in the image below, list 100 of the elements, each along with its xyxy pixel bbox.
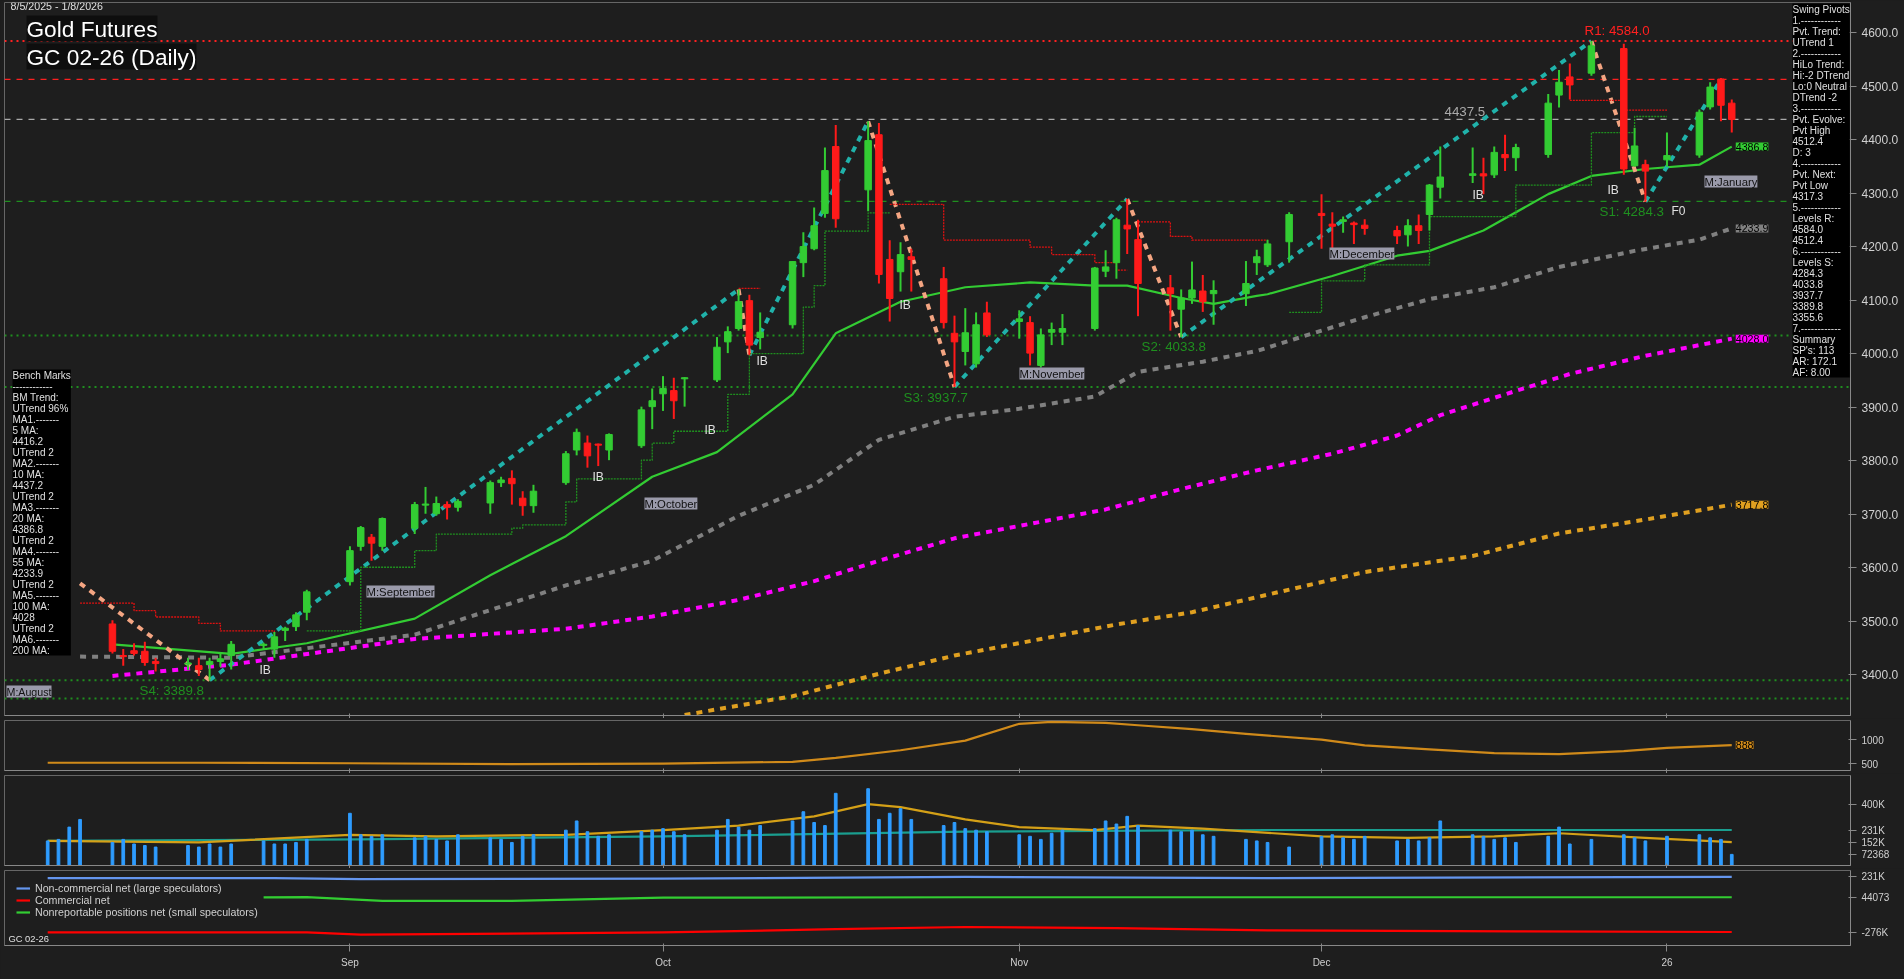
- candlestick: [799, 231, 808, 279]
- candlestick: [1512, 142, 1520, 173]
- bar: [574, 820, 579, 866]
- ref-line-label: 4437.5: [1444, 104, 1486, 120]
- y-tick-label: 3400.0: [1861, 668, 1899, 683]
- annotation: M:August: [6, 685, 52, 698]
- bar: [121, 838, 126, 866]
- annotation: 8/5/2025 - 1/8/2026: [10, 0, 103, 12]
- bar: [1589, 838, 1594, 866]
- bar: [1406, 838, 1410, 866]
- bar: [952, 822, 957, 866]
- ref-line-label: S3: 3937.7: [903, 390, 968, 405]
- candlestick: [1501, 133, 1509, 173]
- y-tick-label: 4600.0: [1861, 25, 1899, 40]
- bar: [510, 841, 514, 866]
- bar: [348, 812, 352, 866]
- candlestick: [810, 206, 818, 252]
- candlestick: [1393, 224, 1401, 245]
- candlestick: [1350, 220, 1358, 245]
- candlestick: [1404, 218, 1412, 248]
- candlestick: [1317, 193, 1326, 250]
- bar: [564, 829, 568, 866]
- bar: [1211, 835, 1216, 866]
- candlestick: [583, 434, 592, 469]
- bar: [186, 845, 190, 866]
- candlestick: [1641, 158, 1650, 203]
- bar: [380, 834, 385, 866]
- ref-line-label: S2: 4033.8: [1141, 338, 1206, 354]
- bar: [132, 843, 136, 866]
- candlestick: [1166, 273, 1175, 332]
- y-tick-label: 72368: [1861, 848, 1890, 860]
- bar: [153, 846, 158, 866]
- candlestick: [486, 479, 495, 515]
- candlestick: [950, 314, 959, 388]
- bar: [1287, 846, 1291, 866]
- bar: [1362, 835, 1367, 866]
- candlestick: [518, 490, 527, 517]
- candlestick: [1490, 145, 1498, 180]
- bar: [272, 843, 277, 866]
- annotation: M:November: [1019, 367, 1085, 380]
- bar: [1114, 823, 1119, 866]
- y-tick-label: 4400.0: [1861, 133, 1899, 148]
- y-tick-label: 3600.0: [1861, 561, 1899, 576]
- bar: [790, 820, 795, 866]
- bar: [1190, 829, 1194, 866]
- bar: [909, 818, 914, 866]
- bar: [941, 825, 946, 866]
- bar: [1049, 832, 1054, 866]
- bar: [1092, 828, 1097, 866]
- y-tick-label: 4000.0: [1861, 347, 1899, 362]
- bar: [877, 818, 881, 866]
- annotation: IB: [704, 422, 716, 437]
- bar: [412, 837, 417, 866]
- candlestick: [659, 375, 667, 412]
- candlestick: [648, 387, 656, 431]
- candlestick: [594, 442, 602, 468]
- bar: [423, 835, 428, 866]
- bar: [963, 828, 968, 866]
- candlestick: [1199, 273, 1207, 313]
- y-tick-label: 3900.0: [1861, 400, 1899, 415]
- annotation: M:December: [1329, 247, 1395, 260]
- line-series: [46, 802, 1733, 844]
- y-tick-label: 152K: [1861, 836, 1886, 848]
- candlestick: [367, 533, 376, 562]
- x-tick-label: Sep: [341, 956, 360, 968]
- bar: [456, 834, 460, 866]
- bar: [866, 788, 870, 866]
- bar: [596, 835, 601, 866]
- candlestick: [195, 656, 203, 677]
- bar: [1039, 838, 1043, 866]
- candlestick: [670, 376, 678, 420]
- bar: [78, 818, 82, 866]
- bar: [1265, 841, 1270, 866]
- bar: [1103, 820, 1108, 866]
- bar: [715, 829, 719, 866]
- candlestick: [1047, 321, 1056, 347]
- bar: [1503, 837, 1507, 866]
- bar: [229, 843, 234, 866]
- candlestick: [572, 427, 581, 457]
- annotation: IB: [259, 662, 271, 677]
- bar: [56, 838, 61, 866]
- candlestick: [1630, 126, 1639, 168]
- candlestick: [1468, 146, 1477, 184]
- annotation: F0: [1671, 203, 1686, 218]
- bar: [1567, 843, 1572, 866]
- bar: [1017, 834, 1022, 866]
- data-label: 4386.8: [1735, 140, 1769, 153]
- candlestick: [1555, 68, 1563, 109]
- candlestick: [1706, 81, 1714, 111]
- bar: [445, 840, 449, 866]
- candlestick: [119, 648, 127, 667]
- bar: [1352, 838, 1356, 866]
- bar: [833, 792, 838, 866]
- candlestick: [605, 432, 613, 462]
- annotation: M:October: [644, 497, 698, 510]
- candlestick: [421, 485, 430, 515]
- y-tick-label: 3500.0: [1861, 614, 1899, 629]
- y-tick-label: 4100.0: [1861, 293, 1899, 308]
- bar: [650, 829, 655, 866]
- candlestick: [756, 311, 764, 351]
